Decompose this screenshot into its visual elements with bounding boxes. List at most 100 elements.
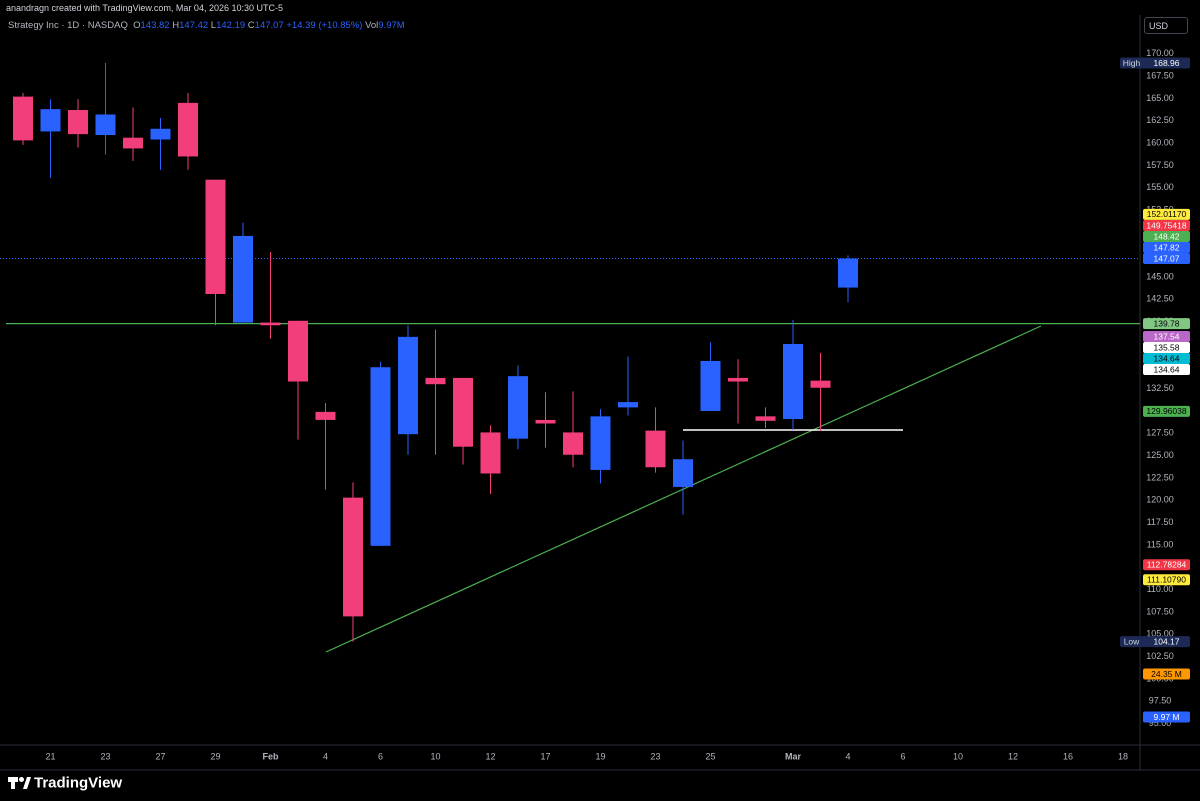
extreme-badge-value: 104.17 — [1154, 636, 1180, 646]
candle-body — [535, 419, 556, 424]
y-tick-label: 127.50 — [1146, 428, 1174, 438]
low-value: 142.19 — [216, 20, 246, 31]
candle-body — [645, 430, 666, 468]
x-tick-label: 16 — [1063, 751, 1073, 761]
close-letter: C — [247, 20, 255, 31]
candle-body — [315, 411, 336, 420]
y-tick-label: 170.00 — [1146, 48, 1174, 58]
y-tick-label: 165.00 — [1146, 93, 1174, 103]
x-tick-label: Feb — [262, 751, 279, 761]
y-tick-label: 97.50 — [1149, 696, 1172, 706]
extreme-badge — [1120, 636, 1190, 648]
y-tick-label: 162.50 — [1146, 115, 1174, 125]
extreme-badge-tag: High — [1123, 58, 1141, 68]
candle-body — [453, 377, 473, 447]
candle-body — [755, 416, 776, 421]
x-tick-label: 6 — [378, 751, 383, 761]
price-badge — [1143, 208, 1190, 220]
candle-body — [700, 360, 721, 411]
candle-body — [480, 432, 501, 474]
high-letter: H — [172, 20, 180, 31]
y-tick-label: 142.50 — [1146, 294, 1174, 304]
brand: TradingView — [34, 774, 122, 791]
price-badge — [1143, 220, 1190, 232]
price-badge — [1143, 231, 1190, 243]
logo-shape — [11, 777, 15, 789]
price-badge — [1143, 253, 1190, 265]
candle-body — [343, 497, 363, 617]
candle-body — [95, 114, 116, 136]
candle-body — [370, 367, 391, 546]
candle-body — [673, 459, 693, 487]
candle-body — [233, 235, 253, 323]
price-badge-label: 147.07 — [1154, 253, 1180, 263]
volume-badge-label: 24.35 M — [1151, 669, 1182, 679]
price-badge-label: 129.96038 — [1146, 406, 1186, 416]
x-tick-label: 17 — [540, 751, 550, 761]
volume-value: 9.97M — [378, 20, 405, 31]
symbol: Strategy Inc · 1D · NASDAQ — [8, 20, 128, 31]
price-badge — [1143, 405, 1190, 417]
volume-letter: Vol — [365, 20, 379, 31]
currency-button[interactable]: USD — [1144, 17, 1188, 34]
x-tick-label: 4 — [323, 751, 328, 761]
extreme-badge — [1120, 57, 1190, 69]
y-tick-label: 117.50 — [1147, 517, 1174, 527]
candle-body — [123, 137, 143, 149]
price-badge — [1143, 574, 1190, 586]
price-badge-label: 152.01170 — [1147, 209, 1187, 219]
high-value: 147.42 — [179, 20, 209, 31]
candle-body — [398, 336, 418, 435]
change: +14.39 (+10.85%) — [286, 20, 363, 31]
candle-body — [68, 110, 88, 135]
candle-body — [618, 402, 638, 408]
candle-body — [508, 376, 528, 439]
y-tick-label: 167.50 — [1146, 70, 1174, 80]
price-badge-label: 148.42 — [1154, 231, 1180, 241]
x-tick-label: 19 — [595, 751, 605, 761]
price-badge-label: 111.10790 — [1147, 574, 1186, 584]
y-tick-label: 107.50 — [1146, 606, 1174, 616]
candle-body — [13, 96, 33, 141]
close-value: 147.07 — [254, 20, 284, 31]
candle-body — [40, 109, 61, 132]
y-tick-label: 110.00 — [1147, 584, 1174, 594]
plot-layer: 170.00 167.50 165.00 162.50 160.00 157.50 155.… — [0, 48, 1190, 761]
y-tick-label: 157.50 — [1146, 160, 1174, 170]
price-badge — [1143, 342, 1190, 354]
candle-body — [563, 432, 583, 455]
low-letter: L — [210, 20, 217, 31]
x-tick-label: 23 — [100, 751, 110, 761]
logo-shape — [23, 777, 31, 789]
brand-logo: TradingView — [8, 774, 122, 791]
open-letter: O — [133, 20, 141, 31]
candle-body — [783, 344, 803, 420]
price-badge — [1143, 242, 1190, 254]
price-badge-label: 147.82 — [1154, 242, 1180, 252]
extreme-badge-value: 168.96 — [1154, 58, 1180, 68]
price-badge-label: 134.64 — [1154, 353, 1180, 363]
x-tick-label: 4 — [845, 751, 850, 761]
candle-body — [260, 322, 281, 326]
price-badge-label: 112.78284 — [1147, 560, 1187, 570]
y-tick-label: 102.50 — [1146, 651, 1174, 661]
candle-body — [838, 258, 858, 288]
credit: anandragn created with TradingView.com, … — [6, 3, 283, 13]
price-badge — [1143, 318, 1190, 330]
y-tick-label: 95.00 — [1149, 718, 1172, 728]
y-tick-label: 120.00 — [1146, 495, 1174, 505]
volume-badge-label: 9.97 M — [1154, 712, 1180, 722]
volume-badge — [1143, 668, 1190, 680]
candle-body — [590, 416, 611, 470]
x-tick-label: 10 — [430, 751, 440, 761]
x-tick-label: 10 — [953, 751, 963, 761]
candle-body — [810, 380, 831, 388]
candle-body — [728, 377, 748, 382]
price-badge-label: 135.58 — [1154, 342, 1180, 352]
candle-body — [425, 377, 446, 385]
x-tick-label: 25 — [705, 751, 715, 761]
y-tick-label: 132.50 — [1146, 383, 1174, 393]
price-badge — [1143, 559, 1190, 571]
